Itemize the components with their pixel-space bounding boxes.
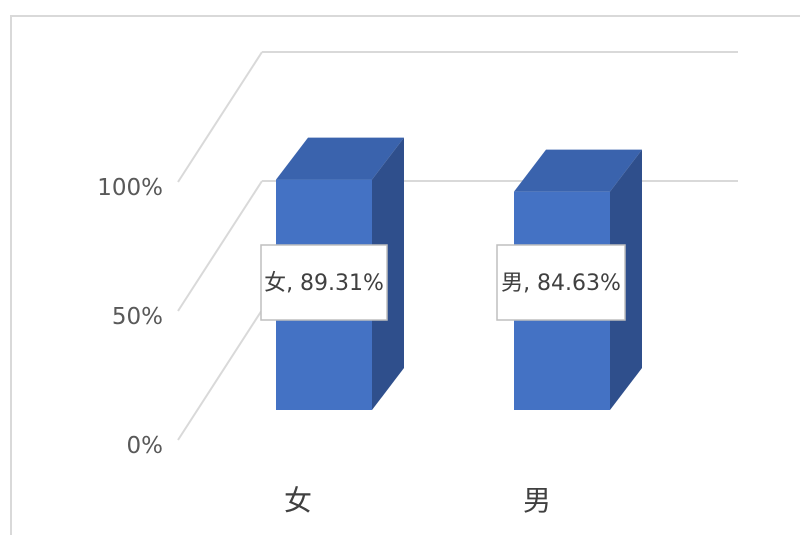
data-label-text-0: 女, 89.31% bbox=[264, 271, 384, 296]
data-label-1: 男, 84.63% bbox=[496, 244, 626, 321]
data-label-box-1 bbox=[496, 244, 626, 321]
y-tick-label-0: 0% bbox=[127, 433, 164, 459]
gridline-diagonal-100 bbox=[177, 51, 263, 183]
y-tick-label-50: 50% bbox=[112, 304, 163, 330]
data-labels: 女, 89.31% 男, 84.63% bbox=[260, 244, 626, 321]
bar-side-0 bbox=[372, 137, 404, 410]
gridline-diagonal-0 bbox=[177, 309, 263, 441]
data-label-text-1: 男, 84.63% bbox=[501, 271, 621, 296]
y-axis-tick-labels: 0% 50% 100% bbox=[97, 175, 163, 459]
bar-side-1 bbox=[610, 149, 642, 410]
gridline-diagonal-50 bbox=[177, 180, 263, 312]
bar-top-0 bbox=[276, 137, 404, 180]
x-axis-category-labels: 女 男 bbox=[284, 484, 551, 517]
data-label-0: 女, 89.31% bbox=[260, 244, 388, 321]
data-label-box-0 bbox=[260, 244, 388, 321]
category-label-0: 女 bbox=[284, 484, 312, 517]
bar-top-1 bbox=[514, 149, 642, 192]
category-label-1: 男 bbox=[523, 484, 551, 517]
y-tick-label-100: 100% bbox=[97, 175, 163, 201]
